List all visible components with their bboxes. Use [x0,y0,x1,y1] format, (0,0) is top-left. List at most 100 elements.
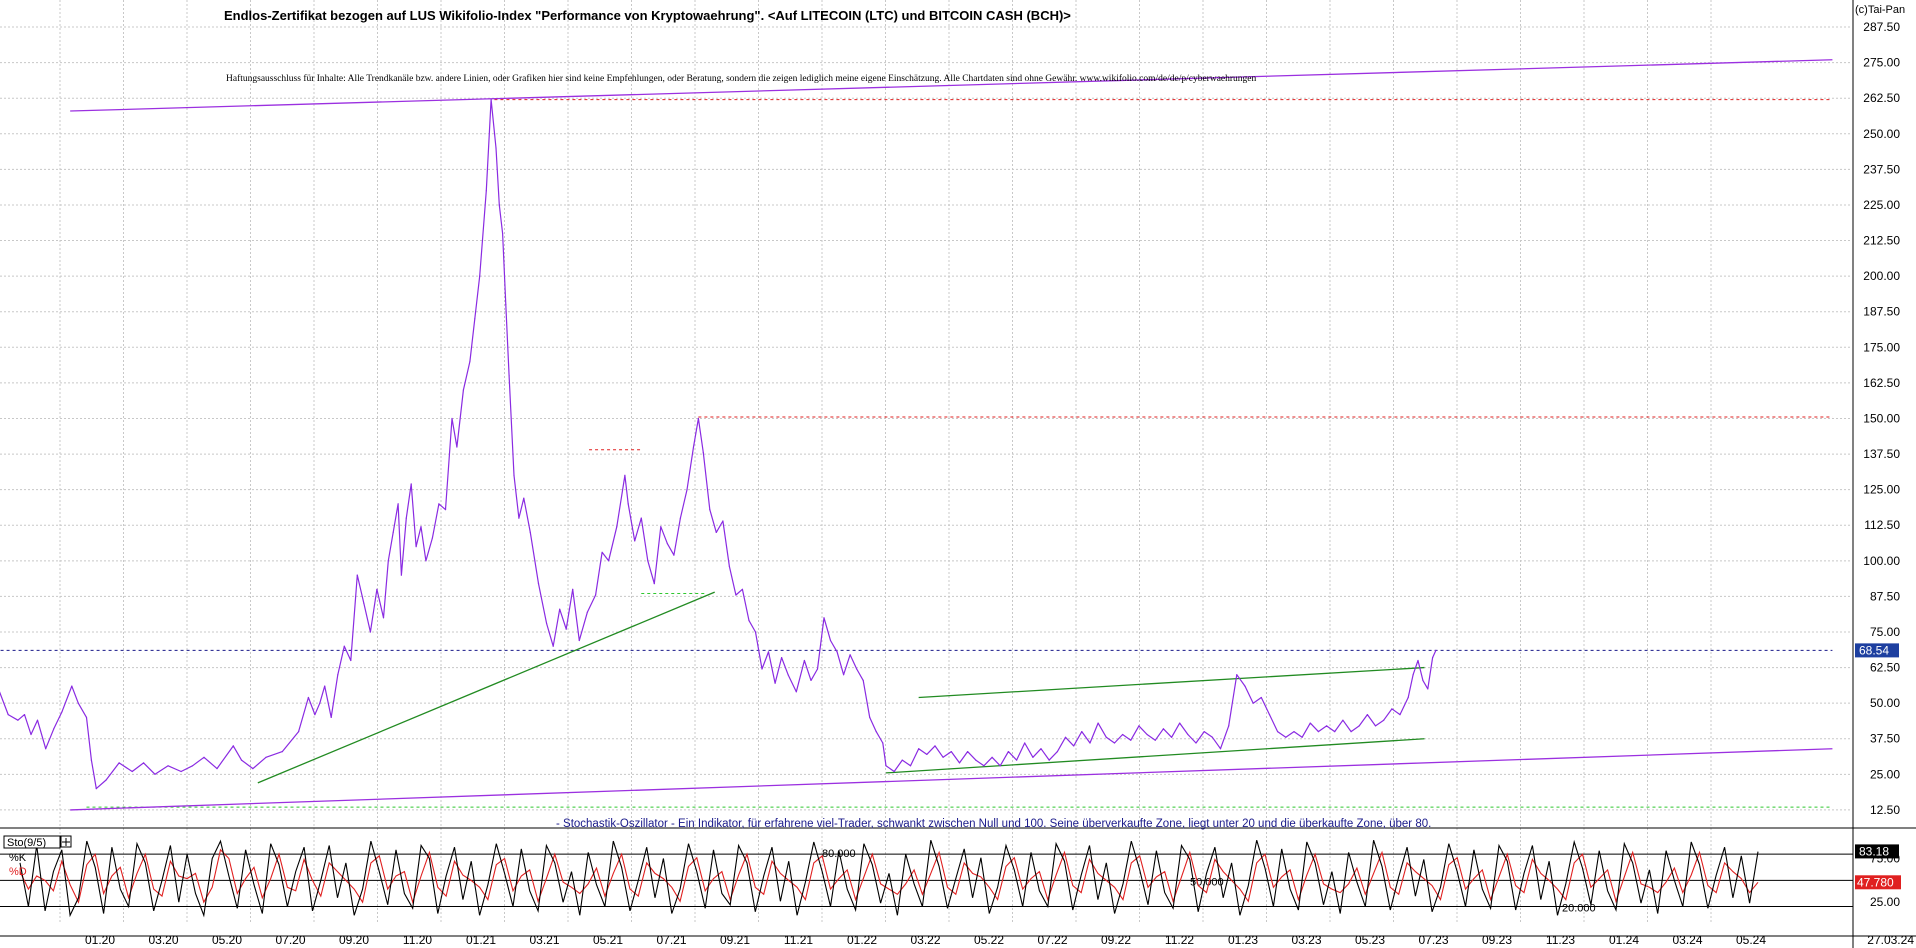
price-point [991,756,993,758]
price-point [400,574,402,576]
price-point [369,631,371,633]
price-point [1211,736,1213,738]
y-tick-label: 62.50 [1870,661,1900,675]
sto-header-box [3,835,61,849]
price-point [728,565,731,568]
price-point [456,446,458,448]
sto-y-tick-label: 25.00 [1870,895,1900,909]
price-point [627,503,629,505]
price-point [1236,674,1238,676]
price-point [595,594,597,596]
price-point [1277,731,1279,733]
price-point [686,489,688,491]
price-point [518,517,520,519]
price-point [167,765,169,767]
price-point [1056,751,1058,753]
price-point [397,503,399,505]
price-point [252,768,254,770]
price-point [761,668,763,670]
y-tick-label: 100.00 [1863,554,1900,568]
price-point [319,702,321,704]
y-tick-label: 237.50 [1863,162,1900,176]
price-point [849,654,851,656]
price-point [1422,679,1424,682]
price-point [1138,725,1140,727]
x-tick-label: 11.20 [403,933,432,947]
y-tick-label: 200.00 [1863,269,1900,283]
price-point [692,446,695,448]
price-point [1203,731,1205,733]
price-point [1162,728,1164,730]
price-point [1073,745,1075,747]
price-point [490,99,492,101]
x-tick-label: 07.23 [1418,933,1448,947]
price-point [382,617,385,619]
price-point [552,645,554,647]
price-point [425,560,427,562]
y-tick-label: 212.50 [1863,234,1900,248]
price-point [469,360,471,363]
price-line [0,99,1437,790]
k-value: 83.18 [1859,844,1889,858]
price-point [180,770,182,773]
y-tick-label: 150.00 [1863,411,1900,425]
price-point [816,668,819,670]
x-tick-label: 03.24 [1672,933,1702,947]
price-point [909,765,912,767]
price-point [559,608,561,610]
price-point [869,716,871,719]
x-tick-label: 05.22 [974,933,1004,947]
x-tick-label: 05.23 [1355,933,1385,947]
price-point [216,768,218,770]
price-point [1334,731,1336,733]
y-tick-label: 162.50 [1863,376,1900,390]
price-point [774,682,776,684]
price-point [787,674,789,676]
x-tick-label: 05.20 [212,933,242,947]
chart-title: Endlos-Zertifikat bezogen auf LUS Wikifo… [224,8,1071,23]
price-point [485,190,487,192]
price-point [829,639,832,642]
y-tick-label: 87.50 [1870,589,1900,603]
price-point [1064,736,1067,738]
sto-k-legend: %K [9,852,27,864]
price-point [1417,659,1419,662]
price-point [735,594,737,596]
trendline [885,738,1425,774]
price-point [803,659,806,662]
last-date-label: 27.03.24 [1867,933,1914,947]
last-price-value: 68.54 [1859,643,1889,657]
price-point [1228,725,1230,727]
x-tick-label: 05.24 [1736,933,1766,947]
price-point [1326,725,1328,727]
price-point [1391,708,1393,710]
price-point [546,622,548,625]
price-point [444,509,447,511]
price-point [722,520,724,522]
price-point [118,762,120,764]
price-point [474,318,476,320]
price-point [495,147,497,149]
x-tick-label: 07.20 [275,933,305,947]
price-point [926,753,928,756]
price-point [1097,722,1099,724]
price-point [901,759,903,761]
price-point [1432,657,1434,659]
price-point [586,611,589,613]
price-point [232,745,234,747]
price-point [1427,688,1429,690]
price-point [1105,736,1107,738]
y-tick-label: 125.00 [1863,483,1900,497]
price-point [451,417,453,420]
price-point [529,531,531,534]
price-point [702,452,704,454]
y-tick-label: 287.50 [1863,20,1900,34]
price-point [781,657,783,659]
price-point [7,714,9,716]
price-point [513,474,515,476]
price-point [836,651,838,653]
price-point [154,773,156,775]
price-point [608,560,610,562]
y-tick-label: 225.00 [1863,198,1900,212]
